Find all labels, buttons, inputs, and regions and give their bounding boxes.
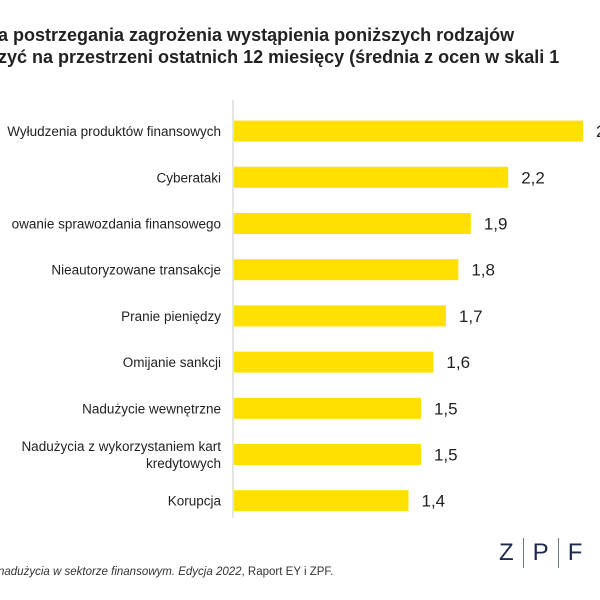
bar	[234, 259, 459, 281]
logo-letter-f: F	[567, 539, 583, 566]
value-label: 1,9	[484, 215, 508, 234]
bar	[234, 120, 583, 142]
source-note: nadużycia w sektorze finansowym. Edycja …	[0, 566, 333, 578]
value-label: 1,4	[422, 492, 446, 511]
value-label: 1,5	[434, 446, 458, 465]
chart-title: a postrzegania zagrożenia wystąpienia po…	[0, 24, 600, 68]
bar	[234, 213, 471, 234]
category-label: Omijanie sankcji	[123, 355, 221, 370]
category-label: Nadużycie wewnętrzne	[82, 401, 221, 416]
bar	[234, 166, 509, 188]
logo-letter-z: Z	[499, 539, 514, 566]
category-label: Cyberataki	[156, 170, 221, 185]
source-rest: , Raport EY i ZPF.	[241, 566, 334, 578]
value-label: 1,7	[459, 307, 483, 326]
category-label: Pranie pieniędzy	[121, 309, 221, 324]
zpf-logo: Z P F	[490, 536, 591, 570]
bar	[234, 444, 421, 465]
logo-separator	[522, 538, 524, 568]
value-label: 1,5	[434, 399, 458, 418]
title-line-2: zyć na przestrzeni ostatnich 12 miesięcy…	[0, 47, 560, 67]
bar	[234, 490, 409, 512]
category-label: Korupcja	[168, 494, 222, 509]
value-label: 2	[596, 122, 600, 141]
logo-separator	[557, 538, 559, 568]
bar	[234, 305, 446, 327]
category-label: Nieautoryzowane transakcje	[51, 263, 221, 278]
category-label: owanie sprawozdania finansowego	[12, 217, 221, 232]
category-label: Wyłudzenia produktów finansowych	[7, 124, 221, 139]
title-line-1: a postrzegania zagrożenia wystąpienia po…	[0, 25, 515, 45]
category-label: Nadużycia z wykorzystaniem kart kredytowy…	[21, 439, 221, 471]
value-label: 1,8	[471, 261, 495, 280]
logo-letter-p: P	[532, 539, 549, 566]
bar	[234, 397, 421, 419]
source-italic: nadużycia w sektorze finansowym. Edycja …	[0, 566, 242, 578]
value-label: 2,2	[521, 168, 545, 187]
bar	[234, 351, 434, 373]
value-label: 1,6	[446, 353, 470, 372]
